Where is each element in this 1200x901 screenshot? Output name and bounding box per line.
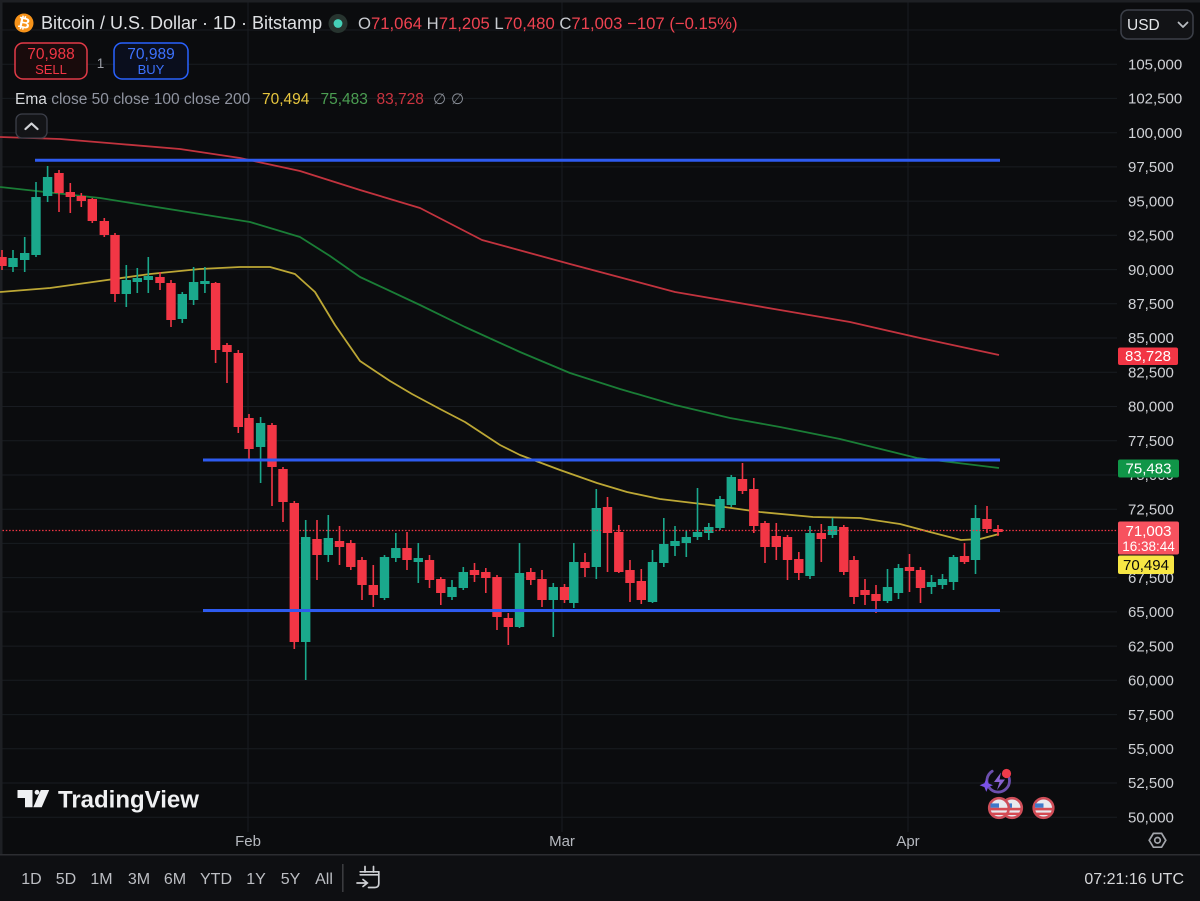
svg-text:65,000: 65,000 <box>1128 604 1174 621</box>
svg-text:95,000: 95,000 <box>1128 193 1174 210</box>
svg-text:75,483: 75,483 <box>321 91 368 108</box>
svg-text:62,500: 62,500 <box>1128 638 1174 655</box>
svg-text:Mar: Mar <box>549 833 575 850</box>
svg-text:92,500: 92,500 <box>1128 228 1174 245</box>
svg-text:100,000: 100,000 <box>1128 125 1182 142</box>
svg-text:75,483: 75,483 <box>1126 461 1172 478</box>
svg-text:90,000: 90,000 <box>1128 262 1174 279</box>
svg-text:82,500: 82,500 <box>1128 365 1174 382</box>
svg-text:USD: USD <box>1127 17 1160 34</box>
svg-text:52,500: 52,500 <box>1128 775 1174 792</box>
svg-text:70,989: 70,989 <box>127 46 174 63</box>
svg-text:5D: 5D <box>56 871 76 888</box>
svg-text:67,500: 67,500 <box>1128 570 1174 587</box>
svg-text:55,000: 55,000 <box>1128 741 1174 758</box>
svg-text:6M: 6M <box>164 871 186 888</box>
svg-text:Ema close 50 close 100 close 2: Ema close 50 close 100 close 200 <box>15 91 251 108</box>
svg-text:83,728: 83,728 <box>1125 348 1171 365</box>
svg-text:O71,064 H71,205 L70,480 C71,00: O71,064 H71,205 L70,480 C71,003 −107 (−0… <box>358 14 738 33</box>
svg-text:5Y: 5Y <box>281 871 301 888</box>
svg-text:70,494: 70,494 <box>262 91 310 108</box>
svg-text:Feb: Feb <box>235 833 261 850</box>
svg-text:YTD: YTD <box>200 871 232 888</box>
svg-text:Bitcoin / U.S. Dollar · 1D · B: Bitcoin / U.S. Dollar · 1D · Bitstamp <box>41 13 322 33</box>
svg-text:Apr: Apr <box>896 833 919 850</box>
svg-text:71,003: 71,003 <box>1126 523 1172 540</box>
svg-text:85,000: 85,000 <box>1128 330 1174 347</box>
svg-text:77,500: 77,500 <box>1128 433 1174 450</box>
svg-text:SELL: SELL <box>35 62 67 77</box>
svg-text:72,500: 72,500 <box>1128 501 1174 518</box>
svg-text:∅: ∅ <box>433 91 446 108</box>
svg-text:1: 1 <box>97 56 105 71</box>
svg-text:70,494: 70,494 <box>1123 557 1169 574</box>
svg-text:TradingView: TradingView <box>58 787 199 814</box>
svg-text:50,000: 50,000 <box>1128 810 1174 827</box>
svg-text:87,500: 87,500 <box>1128 296 1174 313</box>
svg-text:∅: ∅ <box>451 91 464 108</box>
svg-text:3M: 3M <box>128 871 150 888</box>
svg-text:1Y: 1Y <box>246 871 266 888</box>
svg-text:70,988: 70,988 <box>27 46 74 63</box>
svg-text:60,000: 60,000 <box>1128 673 1174 690</box>
svg-text:102,500: 102,500 <box>1128 91 1182 108</box>
svg-text:07:21:16 UTC: 07:21:16 UTC <box>1084 871 1184 888</box>
svg-text:57,500: 57,500 <box>1128 707 1174 724</box>
svg-text:16:38:44: 16:38:44 <box>1122 539 1175 554</box>
svg-text:All: All <box>315 871 333 888</box>
svg-text:BUY: BUY <box>138 62 165 77</box>
svg-text:₿: ₿ <box>16 14 32 33</box>
svg-text:1D: 1D <box>21 871 41 888</box>
svg-text:105,000: 105,000 <box>1128 56 1182 73</box>
svg-text:83,728: 83,728 <box>377 91 424 108</box>
svg-text:80,000: 80,000 <box>1128 399 1174 416</box>
svg-text:1M: 1M <box>90 871 112 888</box>
svg-text:97,500: 97,500 <box>1128 159 1174 176</box>
